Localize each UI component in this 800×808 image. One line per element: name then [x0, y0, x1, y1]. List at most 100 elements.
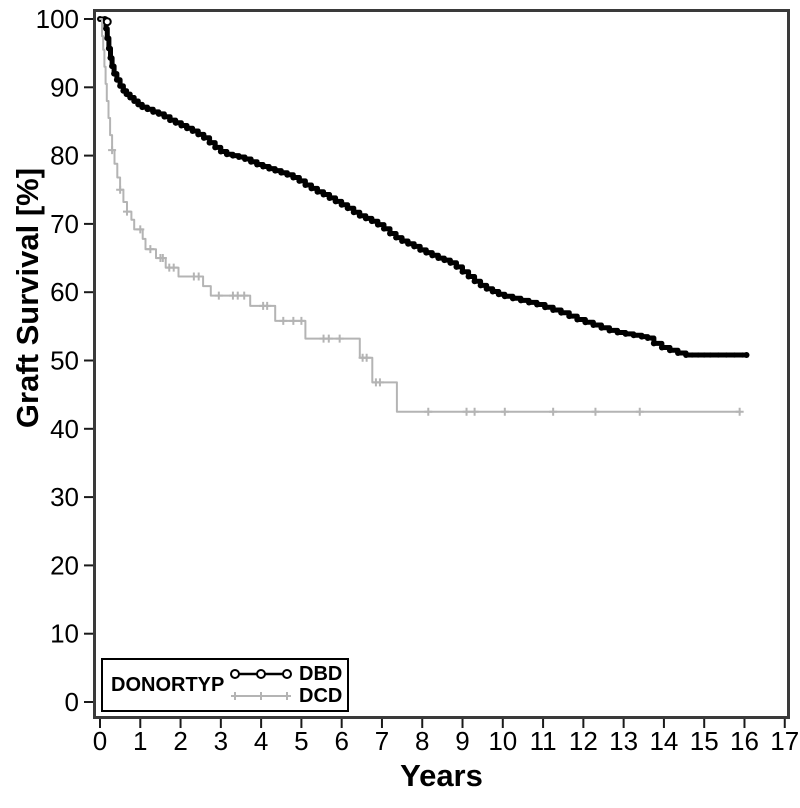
- marker-dbd: [542, 304, 549, 311]
- marker-dbd: [638, 333, 645, 340]
- legend-title: DONORTYP: [111, 673, 225, 696]
- x-tick-label: 11: [530, 726, 557, 756]
- marker-dbd: [534, 301, 541, 308]
- censor-mark-dbd: [695, 352, 701, 358]
- y-axis-title: Graft Survival [%]: [10, 167, 45, 429]
- y-tick-label: 100: [36, 4, 79, 34]
- x-tick-label: 4: [254, 726, 268, 756]
- legend-entries: DBD DCD: [229, 664, 342, 707]
- marker-dbd: [248, 158, 255, 165]
- curve-dbd: [97, 16, 749, 358]
- x-tick-label: 13: [609, 726, 638, 756]
- censor-mark-dbd: [723, 352, 729, 358]
- marker-dbd: [509, 295, 516, 302]
- marker-dbd: [393, 234, 400, 241]
- marker-dbd: [471, 278, 478, 285]
- censor-mark-dcd: [335, 334, 344, 343]
- marker-dbd: [429, 252, 436, 259]
- marker-dbd: [302, 181, 309, 188]
- marker-dbd: [217, 148, 224, 155]
- marker-dbd: [501, 293, 508, 300]
- marker-dbd: [622, 330, 629, 337]
- x-tick-label: 17: [770, 726, 799, 756]
- marker-dbd: [477, 282, 484, 289]
- marker-dbd: [465, 273, 472, 280]
- marker-dbd: [189, 128, 196, 135]
- legend-row-dbd: DBD: [229, 664, 342, 685]
- marker-dbd: [117, 82, 124, 89]
- marker-dbd: [614, 329, 621, 336]
- censor-mark-dcd: [289, 316, 298, 325]
- x-tick-label: 9: [455, 726, 469, 756]
- marker-dbd: [405, 240, 412, 247]
- marker-dbd: [483, 285, 490, 292]
- marker-dbd: [658, 344, 665, 351]
- marker-dbd: [332, 198, 339, 205]
- marker-dbd: [374, 221, 381, 228]
- marker-dbd: [290, 174, 297, 181]
- x-tick-label: 6: [334, 726, 348, 756]
- censor-mark-dcd: [194, 272, 203, 281]
- censor-mark-dcd: [500, 407, 509, 416]
- marker-dbd: [161, 113, 168, 120]
- marker-dbd: [435, 255, 442, 262]
- censor-mark-dbd: [731, 352, 738, 358]
- marker-dbd: [644, 334, 651, 341]
- marker-dbd: [178, 122, 185, 129]
- censor-mark-dcd: [158, 254, 167, 263]
- marker-dbd: [107, 54, 114, 61]
- marker-dbd: [235, 153, 242, 160]
- marker-dbd: [447, 259, 454, 266]
- dbd-line-circle-icon: [230, 669, 292, 679]
- marker-dbd: [550, 306, 557, 313]
- y-tick-label: 80: [50, 141, 79, 171]
- marker-dbd: [104, 35, 111, 42]
- censor-mark-dcd: [279, 316, 288, 325]
- censor-mark-dcd: [214, 291, 223, 300]
- censor-mark-dcd: [108, 146, 117, 155]
- marker-dbd: [167, 117, 174, 124]
- marker-dbd: [131, 97, 138, 104]
- censor-mark-dcd: [240, 291, 249, 300]
- y-tick-label: 70: [50, 209, 79, 239]
- marker-dbd: [675, 349, 682, 356]
- marker-dbd: [380, 225, 387, 232]
- marker-dbd: [387, 230, 394, 237]
- marker-dbd: [459, 268, 466, 275]
- marker-dbd: [195, 131, 202, 138]
- censor-mark-dcd: [122, 207, 131, 216]
- x-axis-title: Years: [400, 758, 483, 793]
- x-tick-label: 10: [488, 726, 517, 756]
- marker-dbd: [150, 108, 157, 115]
- x-tick-label: 1: [133, 726, 147, 756]
- marker-dbd: [411, 243, 418, 250]
- marker-dbd: [326, 194, 333, 201]
- y-tick-label: 10: [50, 619, 79, 649]
- marker-dbd: [284, 171, 291, 178]
- marker-dbd: [314, 188, 321, 195]
- marker-dbd: [350, 209, 357, 216]
- y-tick-label: 30: [50, 482, 79, 512]
- marker-dbd: [630, 332, 637, 339]
- marker-dbd: [338, 201, 345, 208]
- censor-mark-dcd: [462, 407, 471, 416]
- marker-dbd: [109, 63, 116, 70]
- marker-dbd: [200, 134, 207, 141]
- marker-dbd: [320, 191, 327, 198]
- x-tick-label: 3: [214, 726, 228, 756]
- marker-dbd: [495, 291, 502, 298]
- marker-dbd: [606, 327, 613, 334]
- marker-dbd: [144, 106, 151, 113]
- marker-dbd: [344, 205, 351, 212]
- curve-dcd: [99, 18, 742, 413]
- marker-dbd: [103, 25, 110, 32]
- censor-mark-dcd: [362, 353, 371, 362]
- marker-dbd: [574, 316, 581, 323]
- marker-dbd: [229, 152, 236, 159]
- marker-dbd: [558, 309, 565, 316]
- marker-dbd: [417, 246, 424, 253]
- marker-dbd: [489, 288, 496, 295]
- censor-mark-dcd: [549, 407, 558, 416]
- censor-mark-dcd: [591, 407, 600, 416]
